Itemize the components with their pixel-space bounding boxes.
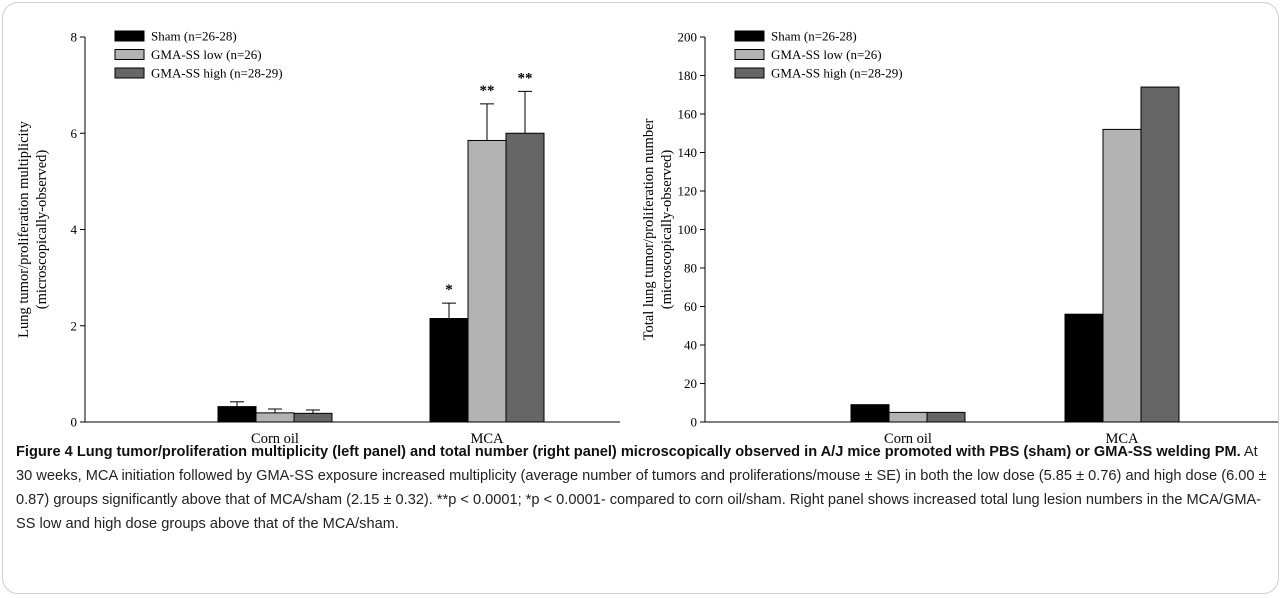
caption-body: At 30 weeks, MCA initiation followed by … — [16, 444, 1267, 532]
right-legend-swatch — [734, 30, 765, 42]
left-y-tick-label: 8 — [71, 30, 78, 45]
left-y-tick-label: 6 — [71, 126, 78, 141]
left-panel-chart: 0 2 4 6 8 Lung tumor/proliferation multiplici… — [16, 29, 620, 443]
right-panel-chart: 0 20 40 60 80 100 120 140 160 180 200 Total lung tu… — [643, 29, 1278, 443]
right-y-tick-label: 160 — [678, 107, 698, 122]
right-y-label-2: (microscopically-observed) — [659, 150, 675, 310]
right-bar — [926, 411, 966, 423]
right-x-tick-label: MCA — [1105, 431, 1139, 443]
right-bar — [850, 404, 890, 423]
right-y-tick-label: 0 — [691, 415, 698, 430]
left-y-label: Lung tumor/proliferation multiplicity — [16, 120, 32, 337]
left-y-tick-label: 0 — [71, 415, 78, 430]
right-bar — [1140, 86, 1180, 423]
right-legend-label: GMA-SS high (n=28-29) — [771, 66, 903, 81]
left-bar — [429, 318, 469, 423]
right-y-tick-label: 180 — [678, 68, 698, 83]
left-significance-label: ** — [480, 83, 495, 99]
left-significance-label: * — [445, 282, 453, 298]
left-legend-swatch — [114, 67, 145, 79]
right-y-tick-label: 80 — [684, 261, 697, 276]
right-legend-label: Sham (n=26-28) — [771, 29, 857, 44]
left-y-tick-label: 2 — [71, 318, 78, 333]
left-y-tick-label: 4 — [71, 222, 78, 237]
left-bar — [467, 139, 507, 423]
right-bar — [1064, 313, 1104, 423]
left-y-label-2: (microscopically-observed) — [34, 150, 50, 310]
right-bar — [1102, 128, 1142, 423]
left-legend-label: Sham (n=26-28) — [151, 29, 237, 44]
left-legend-swatch — [114, 30, 145, 42]
right-legend-label: GMA-SS low (n=26) — [771, 47, 882, 62]
right-bar — [888, 411, 928, 423]
right-y-tick-label: 20 — [684, 376, 697, 391]
left-x-tick-label: Corn oil — [251, 431, 299, 443]
right-legend-swatch — [734, 49, 765, 60]
right-y-tick-label: 200 — [678, 30, 698, 45]
left-x-tick-label: MCA — [470, 431, 504, 443]
right-legend-swatch — [734, 67, 765, 79]
right-y-tick-label: 60 — [684, 299, 697, 314]
left-legend-label: GMA-SS low (n=26) — [151, 47, 262, 62]
left-legend-label: GMA-SS high (n=28-29) — [151, 66, 283, 81]
left-bar — [217, 406, 257, 423]
right-y-tick-label: 140 — [678, 145, 698, 160]
right-y-tick-label: 100 — [678, 222, 698, 237]
left-bar — [255, 412, 295, 423]
right-x-tick-label: Corn oil — [884, 431, 932, 443]
left-legend-swatch — [114, 49, 145, 60]
right-y-tick-label: 120 — [678, 184, 698, 199]
left-bar — [293, 412, 333, 423]
figure-caption: Figure 4 Lung tumor/proliferation multip… — [16, 440, 1271, 536]
left-significance-label: ** — [518, 70, 533, 86]
caption-title: Figure 4 Lung tumor/proliferation multip… — [16, 444, 1241, 460]
left-bar — [505, 132, 545, 423]
right-y-tick-label: 40 — [684, 338, 697, 353]
right-y-label: Total lung tumor/proliferation number — [643, 118, 657, 340]
